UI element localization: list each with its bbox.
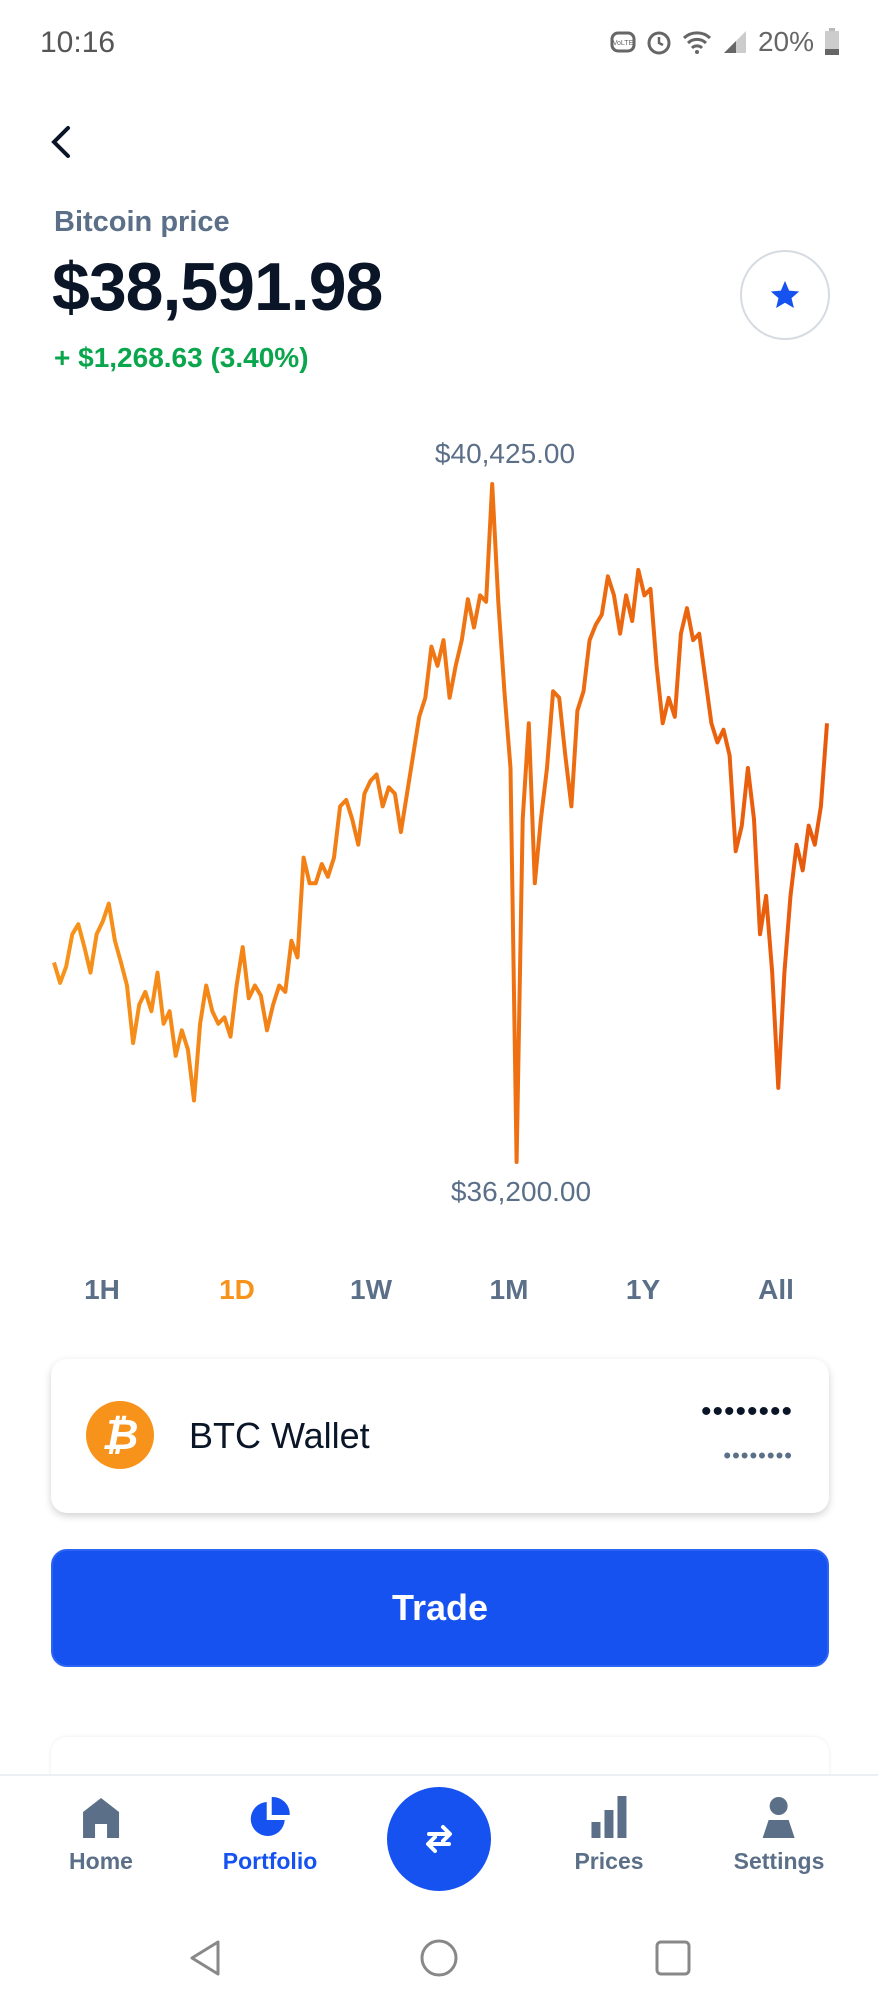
- chevron-left-icon: [51, 126, 70, 158]
- wallet-balance: ••••••••: [700, 1395, 793, 1428]
- nav-label: Home: [69, 1848, 133, 1874]
- back-button[interactable]: [44, 120, 84, 164]
- chart-min-label: $36,200.00: [450, 1176, 592, 1207]
- svg-text:VoLTE: VoLTE: [613, 40, 634, 47]
- home-circle-icon[interactable]: [419, 1938, 459, 1978]
- nav-prices[interactable]: Prices: [574, 1796, 644, 1875]
- bitcoin-icon: ₿: [86, 1401, 154, 1469]
- favorite-button[interactable]: [740, 250, 830, 340]
- alarm-icon: [647, 31, 671, 55]
- status-icons: VoLTE 20%: [610, 26, 840, 58]
- wallet-name: BTC Wallet: [189, 1415, 370, 1456]
- asset-label: Bitcoin price: [54, 206, 230, 238]
- nav-label: Settings: [733, 1848, 825, 1874]
- wifi-icon: [682, 31, 711, 54]
- chart-max-label: $40,425.00: [434, 438, 576, 469]
- recents-square-icon[interactable]: [653, 1938, 693, 1978]
- btc-wallet-card[interactable]: ₿ BTC Wallet •••••••• ••••••••: [51, 1359, 829, 1513]
- home-icon: [83, 1798, 119, 1838]
- nav-settings[interactable]: Settings: [733, 1796, 825, 1875]
- price-change: + $1,268.63 (3.40%): [54, 342, 309, 373]
- trade-button[interactable]: Trade: [51, 1549, 829, 1667]
- signal-icon: [723, 31, 746, 53]
- back-triangle-icon[interactable]: [186, 1938, 226, 1978]
- nav-label: Prices: [574, 1848, 644, 1874]
- tab-1m[interactable]: 1M: [489, 1274, 529, 1305]
- wallet-fiat-balance: ••••••••: [723, 1443, 793, 1468]
- current-price: $38,591.98: [52, 249, 383, 325]
- volte-icon: VoLTE: [610, 31, 636, 53]
- battery-level: 20%: [757, 26, 814, 57]
- status-time: 10:16: [40, 26, 116, 59]
- price-chart[interactable]: [0, 470, 878, 1190]
- nav-portfolio[interactable]: Portfolio: [222, 1796, 318, 1875]
- battery-icon: [825, 28, 839, 55]
- nav-home[interactable]: Home: [69, 1796, 133, 1875]
- swap-icon: [426, 1825, 452, 1853]
- tab-1h[interactable]: 1H: [84, 1274, 120, 1305]
- tab-all[interactable]: All: [758, 1274, 794, 1305]
- nav-label: Portfolio: [222, 1848, 318, 1874]
- trade-swap-button[interactable]: [387, 1787, 491, 1891]
- price-line: [52, 482, 829, 1164]
- star-icon: [770, 280, 800, 309]
- time-range-tabs: 1H 1D 1W 1M 1Y All: [0, 1274, 878, 1314]
- pie-chart-icon: [251, 1796, 291, 1836]
- system-nav: [0, 1920, 878, 2000]
- bar-chart-icon: [591, 1796, 626, 1838]
- tab-1y[interactable]: 1Y: [625, 1274, 661, 1305]
- tab-1w[interactable]: 1W: [350, 1274, 392, 1305]
- tab-1d[interactable]: 1D: [219, 1274, 255, 1305]
- person-icon: [762, 1797, 795, 1838]
